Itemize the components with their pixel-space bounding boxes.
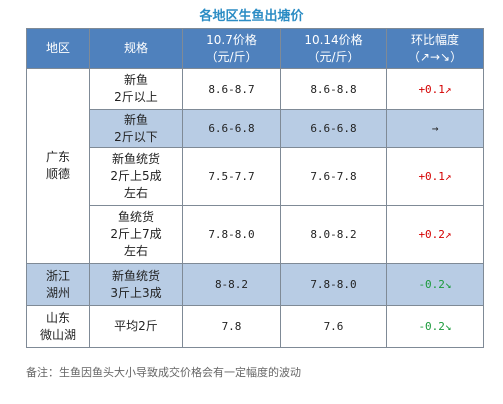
- price-1014-cell: 7.6-7.8: [280, 147, 387, 206]
- header-spec: 规格: [89, 28, 183, 69]
- region-cell: 广东 顺德: [26, 68, 90, 264]
- price-1007-cell: 7.8-8.0: [182, 205, 281, 264]
- spec-cell: 新鱼统货 2斤上5成 左右: [89, 147, 183, 206]
- region-cell: 浙江 湖州: [26, 263, 90, 306]
- change-cell: -0.2↘: [386, 263, 484, 306]
- spec-line: 新鱼: [123, 73, 148, 87]
- spec-cell: 鱼统货 2斤上7成 左右: [89, 205, 183, 264]
- spec-cell: 平均2斤: [89, 305, 183, 348]
- price-1007-cell: 7.8: [182, 305, 281, 348]
- table-row: 新鱼 2斤以下 6.6-6.8 6.6-6.8 →: [27, 109, 484, 148]
- header-change-line1: 环比幅度: [410, 32, 459, 47]
- table-row: 山东 微山湖 平均2斤 7.8 7.6 -0.2↘: [26, 305, 484, 348]
- change-cell: -0.2↘: [386, 305, 484, 348]
- spec-line: 左右: [123, 186, 148, 200]
- spec-line: 3斤上3成: [110, 285, 162, 300]
- table-row: 鱼统货 2斤上7成 左右 7.8-8.0 8.0-8.2 +0.2↗: [27, 205, 484, 264]
- price-table: 地区 规格 10.7价格 （元/斤） 10.14价格 （元/斤） 环比幅度 （↗…: [26, 28, 484, 348]
- header-price-1014-line1: 10.14价格: [304, 32, 363, 47]
- region-cell: 山东 微山湖: [26, 305, 90, 348]
- spec-line: 2斤以上: [114, 90, 158, 104]
- price-1014-cell: 7.8-8.0: [280, 263, 387, 306]
- spec-line: 新鱼: [123, 112, 148, 127]
- spec-cell: 新鱼 2斤以下: [89, 109, 183, 148]
- header-price-1007-line1: 10.7价格: [206, 32, 257, 47]
- region-line: 山东: [45, 310, 70, 325]
- header-price-1007-line2: （元/斤）: [205, 49, 258, 64]
- table-row: 浙江 湖州 新鱼统货 3斤上3成 8-8.2 7.8-8.0 -0.2↘: [26, 263, 484, 306]
- spec-line: 2斤以下: [114, 129, 158, 144]
- price-1014-cell: 8.6-8.8: [280, 68, 387, 110]
- header-change-line2: （↗→↘）: [407, 49, 463, 64]
- price-1007-cell: 6.6-6.8: [182, 109, 281, 148]
- footnote: 备注：生鱼因鱼头大小导致成交价格会有一定幅度的波动: [26, 366, 301, 379]
- spec-line: 左右: [123, 244, 148, 258]
- price-1007-cell: 7.5-7.7: [182, 147, 281, 206]
- header-price-1007: 10.7价格 （元/斤）: [182, 28, 281, 69]
- header-price-1014-line2: （元/斤）: [307, 49, 360, 64]
- spec-line: 鱼统货: [117, 210, 154, 224]
- spec-line: 2斤上5成: [110, 169, 162, 183]
- region-line: 广东: [45, 150, 70, 164]
- change-cell: →: [386, 109, 484, 148]
- spec-cell: 新鱼 2斤以上: [89, 68, 183, 110]
- price-1014-cell: 8.0-8.2: [280, 205, 387, 264]
- spec-cell: 新鱼统货 3斤上3成: [89, 263, 183, 306]
- change-cell: +0.2↗: [386, 205, 484, 264]
- table-title: 各地区生鱼出塘价: [199, 9, 304, 24]
- table-row: 新鱼统货 2斤上5成 左右 7.5-7.7 7.6-7.8 +0.1↗: [27, 147, 484, 206]
- price-1007-cell: 8.6-8.7: [182, 68, 281, 110]
- header-row: 地区 规格 10.7价格 （元/斤） 10.14价格 （元/斤） 环比幅度 （↗…: [26, 28, 484, 69]
- change-cell: +0.1↗: [386, 68, 484, 110]
- region-line: 微山湖: [39, 327, 76, 342]
- region-line: 湖州: [45, 285, 70, 300]
- price-1014-cell: 7.6: [280, 305, 387, 348]
- price-1007-cell: 8-8.2: [182, 263, 281, 306]
- spec-line: 新鱼统货: [111, 152, 160, 166]
- spec-line: 2斤上7成: [110, 227, 162, 241]
- region-line: 浙江: [45, 268, 70, 283]
- spec-line: 新鱼统货: [111, 268, 160, 283]
- header-price-1014: 10.14价格 （元/斤）: [280, 28, 387, 69]
- region-line: 顺德: [45, 167, 70, 181]
- header-change: 环比幅度 （↗→↘）: [386, 28, 484, 69]
- price-1014-cell: 6.6-6.8: [280, 109, 387, 148]
- header-region: 地区: [26, 28, 90, 69]
- change-cell: +0.1↗: [386, 147, 484, 206]
- table-row: 广东 顺德 新鱼 2斤以上 8.6-8.7 8.6-8.8 +0.1↗: [26, 68, 484, 264]
